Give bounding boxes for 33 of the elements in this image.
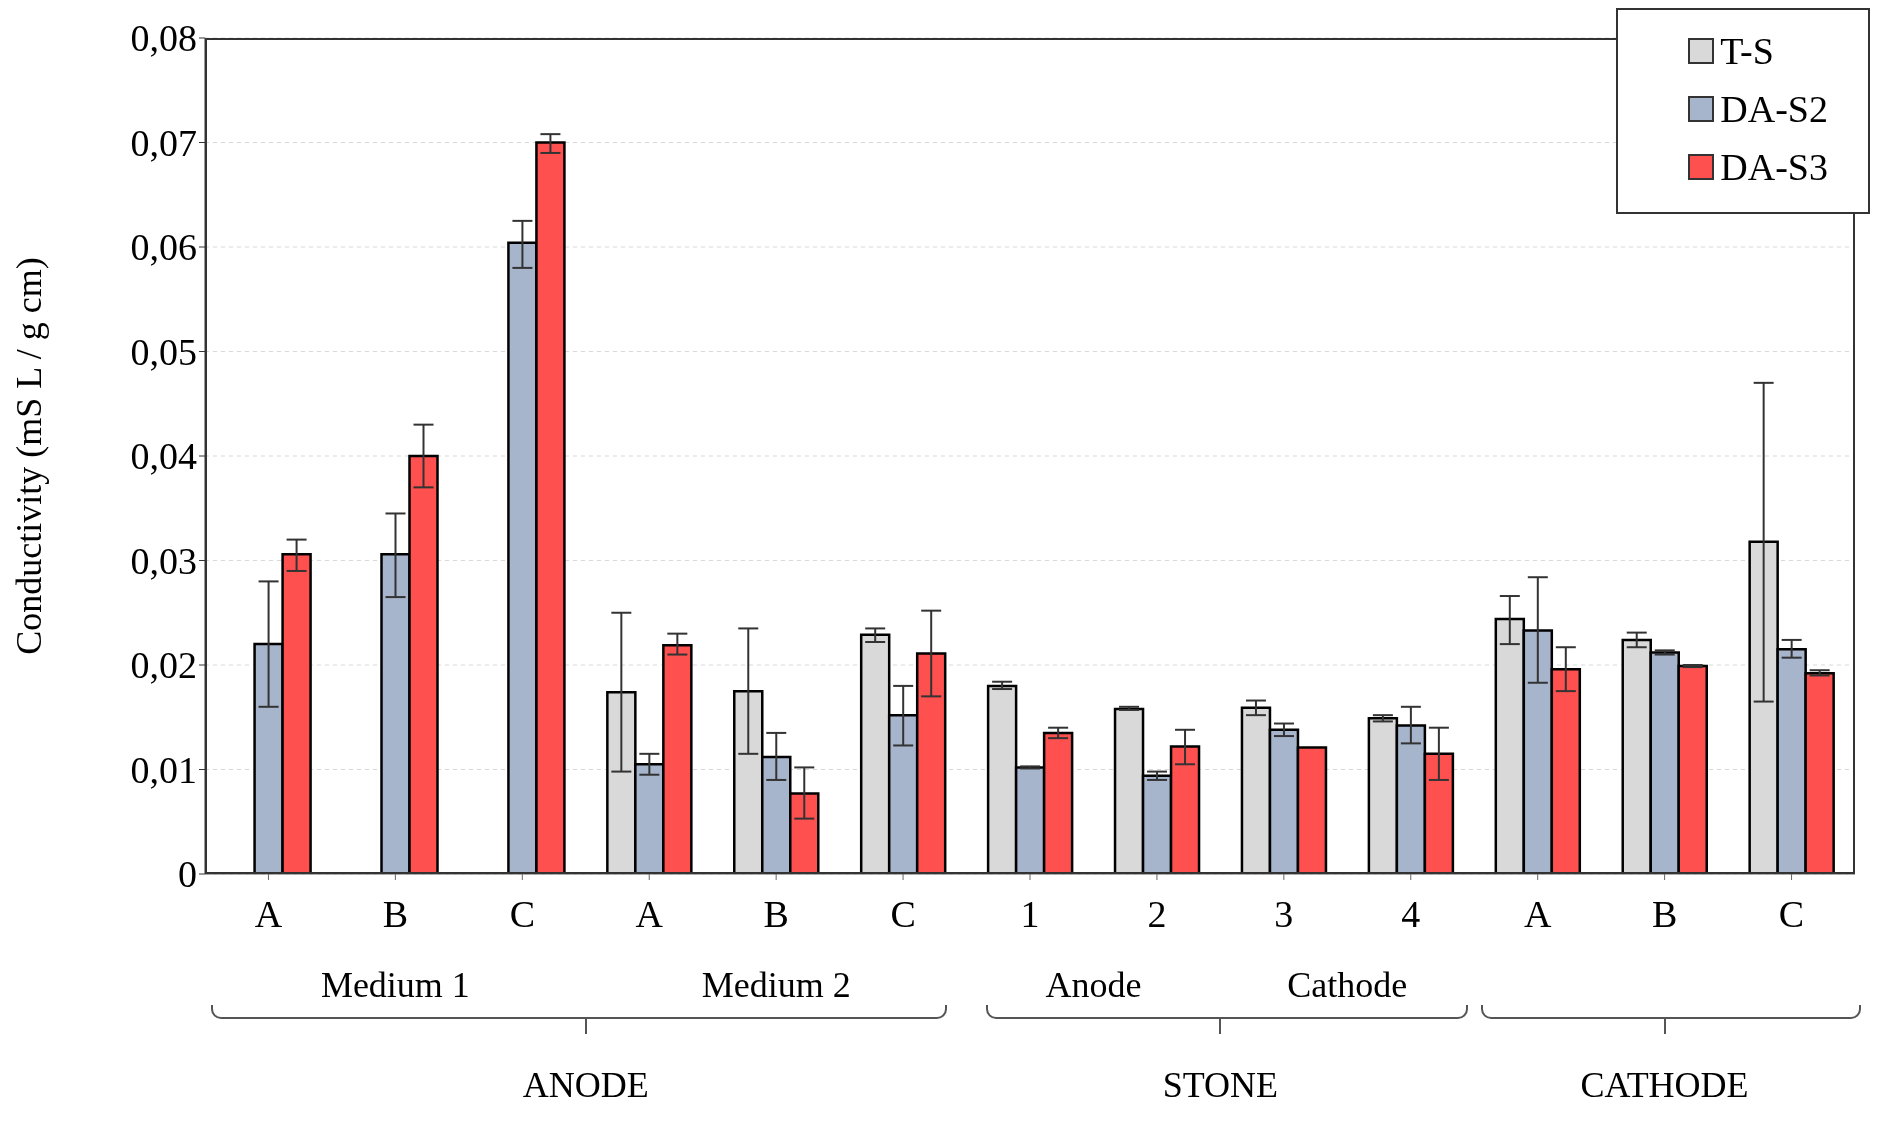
x-tick-label: 4 xyxy=(1401,892,1421,935)
legend-label: DA-S3 xyxy=(1720,145,1828,190)
x-tick-label: C xyxy=(890,892,916,935)
text: Medium 2 xyxy=(700,964,852,1006)
y-tick-label: 0,03 xyxy=(130,539,197,582)
y-tick-label: 0,08 xyxy=(130,17,197,60)
text: ANODE xyxy=(521,1064,650,1106)
y-tick-label: 0,05 xyxy=(130,330,197,373)
x-tick-label: 3 xyxy=(1274,892,1294,935)
text: Cathode xyxy=(1286,964,1409,1006)
x-tick-label: B xyxy=(763,892,789,935)
x-tick-label: A xyxy=(254,892,283,935)
text: Anode xyxy=(1045,965,1142,1005)
x-tick-label: A xyxy=(1523,892,1552,935)
text: Medium 1 xyxy=(319,964,471,1006)
y-tick-label: 0,07 xyxy=(130,121,197,164)
x-tick-label: B xyxy=(1651,892,1678,935)
legend-label: T-S xyxy=(1720,29,1774,74)
y-tick-label: 0 xyxy=(178,853,197,896)
x-tick-label: 1 xyxy=(1020,892,1040,935)
y-tick-label: 0,01 xyxy=(130,748,197,791)
y-axis-title: Conductivity (mS L / g cm) xyxy=(8,257,49,655)
x-tick-label: C xyxy=(509,892,535,935)
x-tick-label: A xyxy=(635,892,664,935)
y-tick-label: 0,02 xyxy=(130,644,197,687)
x-tick-label: 2 xyxy=(1147,892,1167,935)
text: CATHODE xyxy=(1579,1064,1750,1106)
y-tick-label: 0,04 xyxy=(130,435,197,478)
y-tick-label: 0,06 xyxy=(130,226,197,269)
x-tick-label: B xyxy=(382,892,409,935)
legend-label: DA-S2 xyxy=(1720,87,1828,132)
text: STONE xyxy=(1161,1064,1280,1106)
x-tick-label: C xyxy=(1778,892,1805,935)
